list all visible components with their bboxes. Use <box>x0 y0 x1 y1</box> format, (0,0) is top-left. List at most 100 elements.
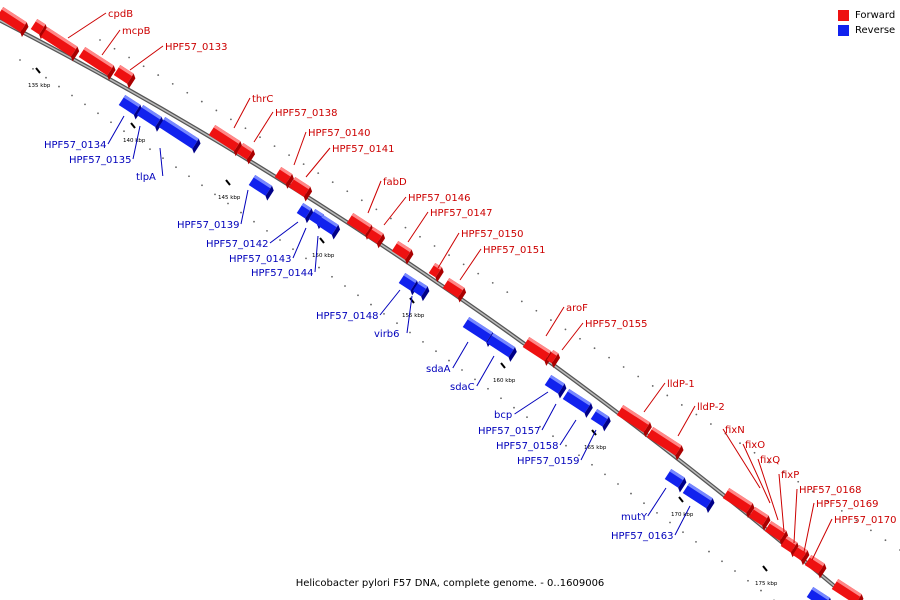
backbone-dot <box>279 239 281 241</box>
gene-end-face <box>192 138 201 154</box>
tick-label: 150 kbp <box>312 253 335 259</box>
backbone-dot <box>175 166 177 169</box>
backbone-dot <box>331 275 333 278</box>
reverse-gene-block <box>562 388 593 418</box>
gene-top-face <box>527 336 552 354</box>
backbone-dot <box>149 148 151 151</box>
gene-top-face <box>321 214 339 228</box>
gene-body <box>316 214 339 235</box>
legend-reverse: Reverse <box>838 23 895 38</box>
forward-gene-label: HPF57_0138 <box>275 108 337 119</box>
backbone-dot <box>157 74 160 76</box>
gene-top-face <box>811 586 831 600</box>
reverse-leader-line <box>132 125 141 160</box>
gene-top-face <box>313 208 324 217</box>
gene-top-face <box>35 18 46 27</box>
forward-leader-line <box>545 306 565 337</box>
gene-top-face <box>567 388 592 406</box>
gene-top-face <box>753 506 769 519</box>
backbone-dot <box>695 540 697 543</box>
gene-end-face <box>39 24 48 40</box>
backbone-dot <box>19 59 21 61</box>
backbone-dot <box>32 67 34 70</box>
gene-body <box>442 277 465 298</box>
forward-gene-block <box>792 544 810 566</box>
reverse-gene-label: sdaC <box>450 382 475 393</box>
gene-end-face <box>818 563 827 579</box>
gene-blocks <box>0 6 864 600</box>
gene-end-face <box>365 224 374 240</box>
gene-body <box>0 6 27 33</box>
reverse-gene-block <box>486 332 517 362</box>
gene-body <box>748 506 769 526</box>
backbone-dot <box>643 502 645 505</box>
reverse-leader-line <box>541 403 557 431</box>
reverse-leader-line <box>107 115 125 145</box>
forward-leader-line <box>561 322 584 351</box>
reverse-gene-label: HPF57_0157 <box>478 426 540 437</box>
tick-label: 145 kbp <box>218 195 241 201</box>
backbone-dot <box>535 309 538 312</box>
gene-top-face <box>669 468 685 481</box>
forward-leader-line <box>742 443 771 504</box>
backbone-dot <box>71 94 73 97</box>
backbone-dot <box>273 145 276 148</box>
forward-gene-label: HPF57_0168 <box>799 485 861 496</box>
backbone-dot <box>669 521 671 524</box>
gene-top-face <box>491 332 516 350</box>
backbone-dot <box>123 130 125 133</box>
backbone-dot <box>579 337 581 340</box>
forward-leader-line <box>803 502 815 553</box>
backbone-dot <box>370 303 372 306</box>
forward-gene-block <box>288 176 313 202</box>
backbone-dot <box>855 519 858 522</box>
forward-gene-block <box>748 506 771 531</box>
backbone-dot <box>84 103 86 106</box>
backbone-dot <box>630 492 632 495</box>
backbone-dots <box>19 39 900 600</box>
backbone-dot <box>617 483 619 485</box>
tick-mark <box>319 237 325 244</box>
gene-end-face <box>508 347 517 362</box>
forward-gene-label: HPF57_0170 <box>834 515 896 526</box>
backbone-dot <box>110 121 112 124</box>
gene-body <box>764 520 787 541</box>
reverse-leader-line <box>379 289 401 316</box>
backbone-dot <box>564 328 567 331</box>
tick-label: 155 kbp <box>402 313 425 319</box>
backbone-dot <box>474 378 476 381</box>
forward-gene-label: fixN <box>725 425 745 436</box>
backbone-dot <box>215 109 218 112</box>
gene-end-face <box>246 149 256 165</box>
gene-top-face <box>396 240 412 253</box>
backbone-dot <box>710 423 712 425</box>
gene-top-face <box>551 349 559 356</box>
forward-gene-label: HPF57_0169 <box>816 499 878 510</box>
gene-end-face <box>746 503 755 518</box>
gene-end-face <box>801 550 810 566</box>
forward-gene-label: aroF <box>566 303 588 314</box>
backbone-dot <box>797 480 800 483</box>
backbone-dot <box>753 451 756 454</box>
backbone-dot <box>884 539 887 542</box>
gene-end-face <box>435 267 444 283</box>
reverse-leader-line <box>452 341 469 369</box>
gene-top-face <box>417 280 428 289</box>
tick-label: 160 kbp <box>493 378 516 384</box>
forward-leader-line <box>437 232 460 269</box>
tick-label: 140 kbp <box>123 138 146 144</box>
forward-leader-line <box>757 458 779 521</box>
gene-body <box>806 586 831 600</box>
forward-gene-block <box>546 349 561 368</box>
backbone-dot <box>186 91 189 94</box>
forward-leader-line <box>793 488 798 544</box>
gene-body <box>136 104 162 128</box>
backbone-dot <box>760 589 762 592</box>
gene-top-face <box>403 272 418 284</box>
tick-mark <box>409 297 415 304</box>
backbone-dot <box>500 397 502 400</box>
legend-forward: Forward <box>838 8 895 23</box>
gene-body <box>522 336 552 362</box>
forward-gene-block <box>40 26 80 62</box>
